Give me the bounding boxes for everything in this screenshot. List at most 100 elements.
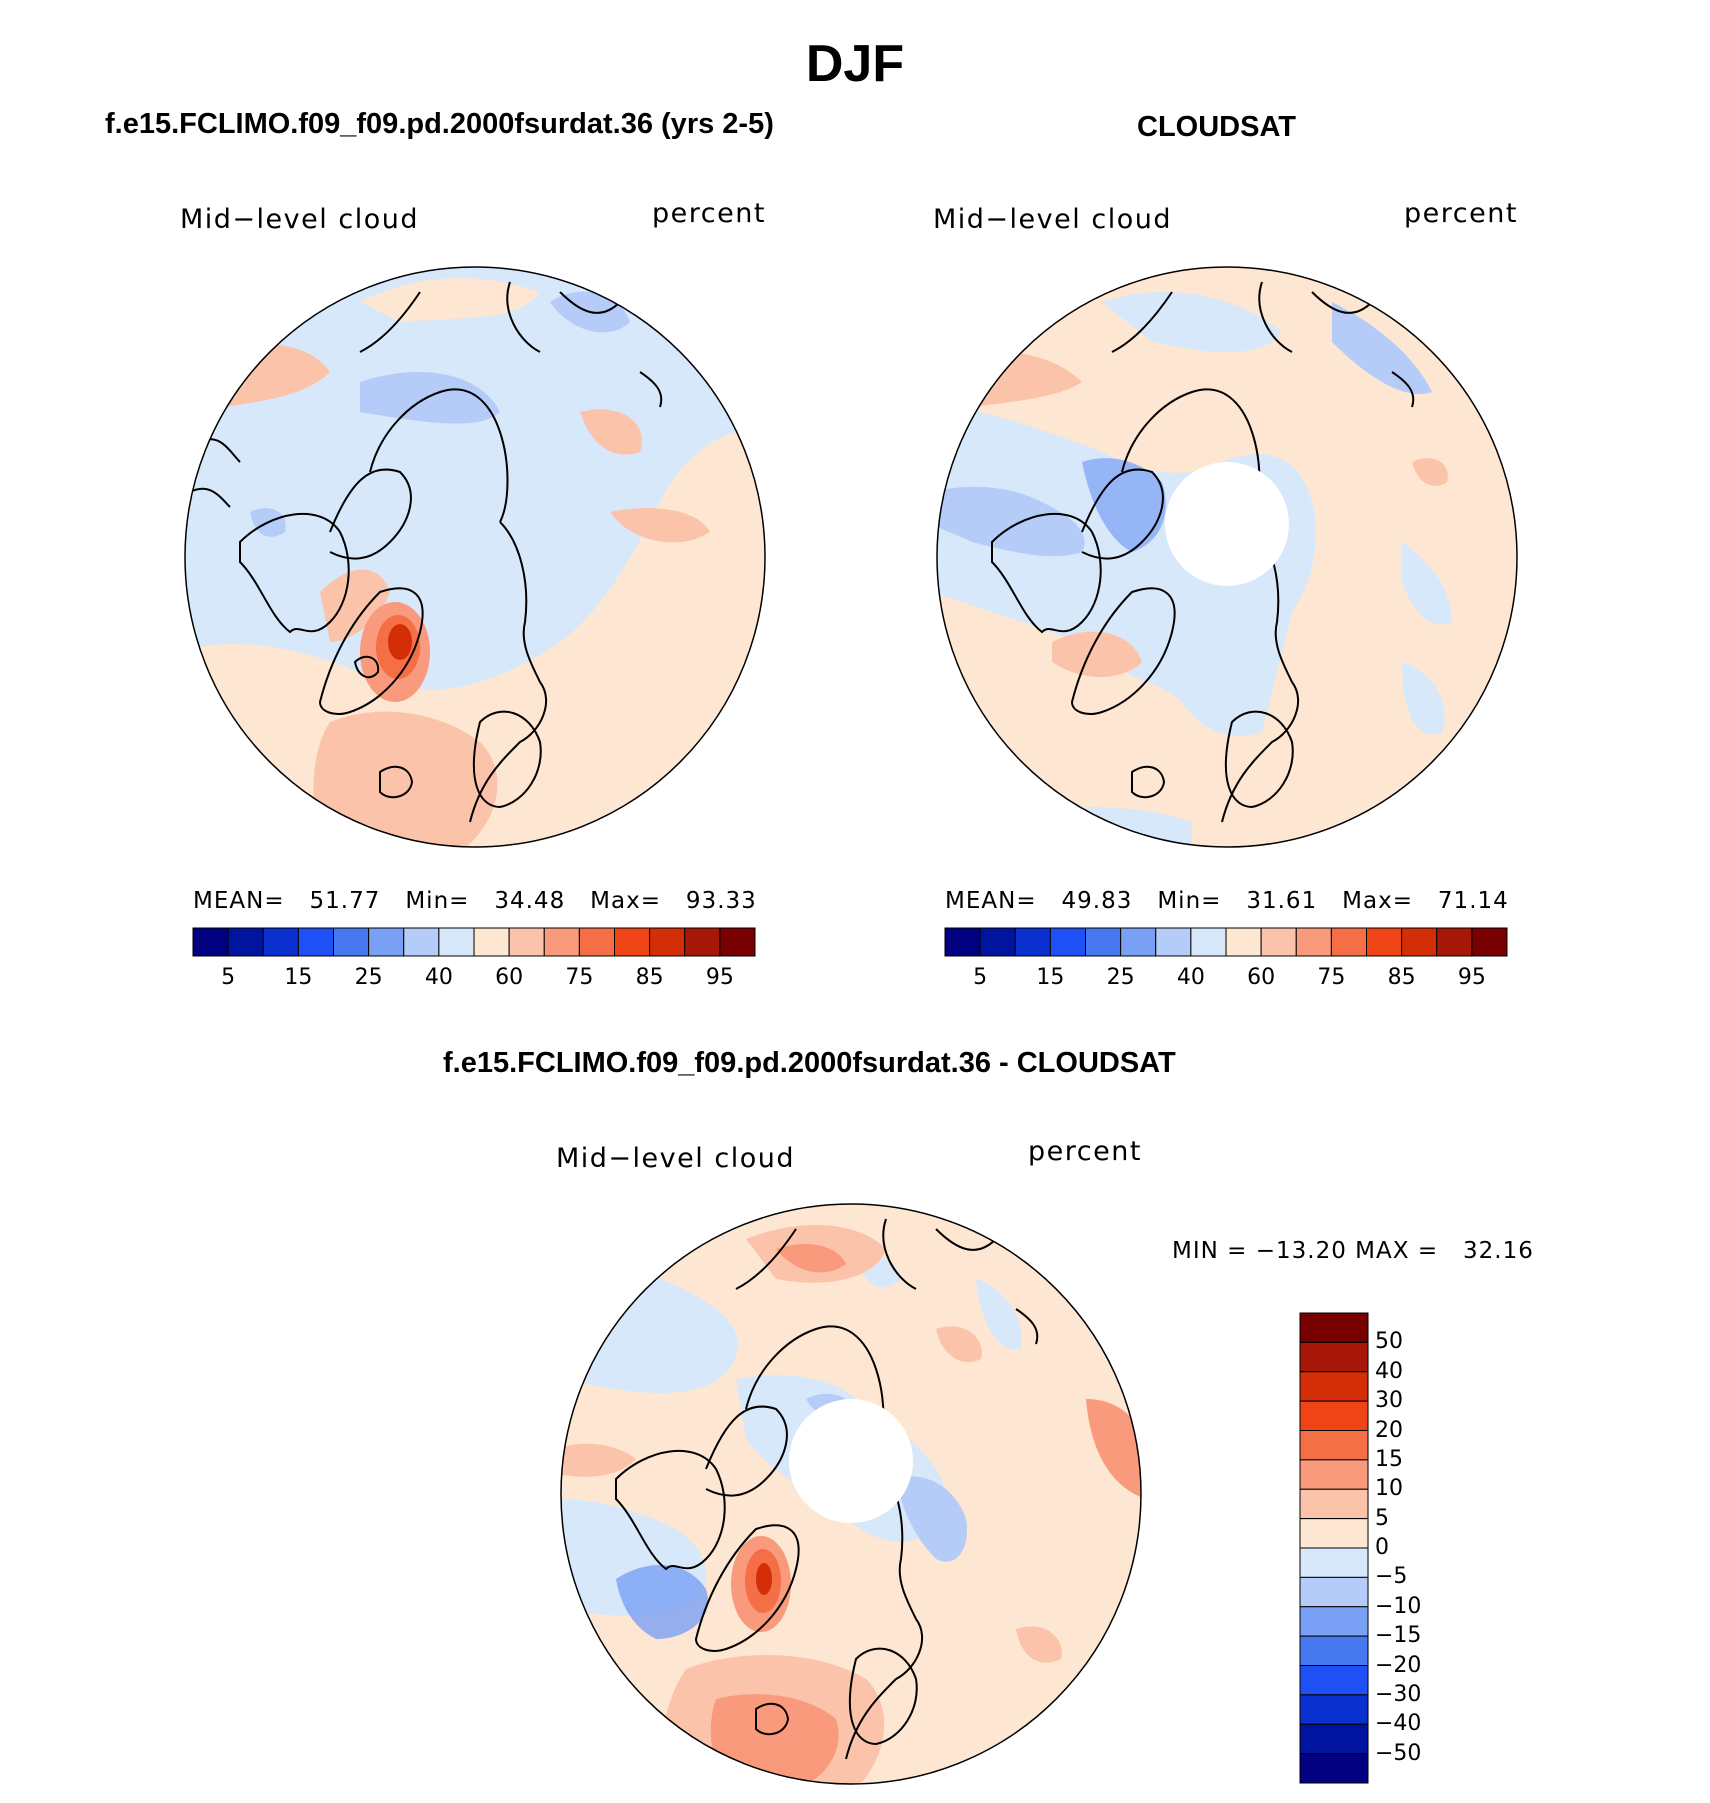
obs-colorbar-swatch: [1330, 927, 1367, 957]
diff-colorbar-swatch: [1299, 1488, 1369, 1520]
obs-mean-value: 49.83: [1061, 888, 1133, 914]
obs-colorbar-label: 85: [1387, 965, 1416, 990]
obs-colorbar-swatch: [1436, 927, 1473, 957]
diff-colorbar-swatch: [1299, 1430, 1369, 1461]
diff-colorbar-swatch: [1299, 1665, 1369, 1696]
model-colorbar-swatch: [438, 927, 475, 957]
obs-colorbar-swatch: [1366, 927, 1403, 957]
model-colorbar-label: 40: [424, 965, 453, 990]
obs-colorbar-swatch: [1155, 927, 1192, 957]
diff-colorbar-label: 15: [1375, 1446, 1403, 1472]
obs-colorbar-swatch: [1014, 927, 1051, 957]
obs-colorbar-label: 25: [1106, 965, 1135, 990]
model-colorbar-swatch: [368, 927, 405, 957]
diff-colorbar-swatch: [1299, 1459, 1369, 1490]
obs-colorbar-label: 40: [1176, 965, 1205, 990]
diff-colorbar-label: −10: [1375, 1593, 1422, 1619]
model-colorbar-swatch: [508, 927, 545, 957]
model-colorbar-swatch: [719, 927, 756, 957]
obs-colorbar-swatch: [979, 927, 1016, 957]
model-variable-label: Mid−level cloud: [180, 204, 419, 235]
model-colorbar-label: 15: [284, 965, 313, 990]
obs-colorbar-label: 95: [1457, 965, 1486, 990]
model-colorbar-swatch: [297, 927, 334, 957]
obs-colorbar-swatch: [1190, 927, 1227, 957]
obs-max-label: Max=: [1342, 888, 1413, 914]
model-colorbar-label: 60: [495, 965, 524, 990]
model-colorbar-label: 25: [354, 965, 383, 990]
model-colorbar-swatch: [262, 927, 299, 957]
obs-colorbar: [944, 927, 1508, 957]
diff-colorbar-label: 10: [1375, 1476, 1403, 1502]
diff-colorbar-swatch: [1299, 1694, 1369, 1725]
diff-colorbar-swatch: [1299, 1635, 1369, 1666]
obs-colorbar-label: 5: [973, 965, 988, 990]
diff-colorbar-label: 5: [1375, 1505, 1389, 1531]
obs-colorbar-swatch: [1225, 927, 1262, 957]
model-polar-map: [184, 266, 766, 848]
model-colorbar-label: 5: [221, 965, 236, 990]
diff-colorbar-label: −30: [1375, 1681, 1422, 1707]
diff-colorbar-label: −20: [1375, 1652, 1422, 1678]
model-colorbar-swatch: [684, 927, 721, 957]
obs-colorbar-swatch: [944, 927, 981, 957]
diff-colorbar-label: −40: [1375, 1711, 1422, 1737]
obs-colorbar-label: 60: [1247, 965, 1276, 990]
obs-colorbar-swatch: [1085, 927, 1122, 957]
obs-colorbar-label: 15: [1036, 965, 1065, 990]
obs-stats: MEAN= 49.83 Min= 31.61 Max= 71.14: [945, 888, 1509, 914]
diff-colorbar-label: 30: [1375, 1388, 1403, 1414]
obs-colorbar-swatch: [1120, 927, 1157, 957]
diff-colorbar-swatch: [1299, 1753, 1369, 1784]
model-colorbar-label: 95: [705, 965, 734, 990]
model-mean-value: 51.77: [309, 888, 381, 914]
diff-min-value: −13.20: [1255, 1238, 1347, 1264]
obs-colorbar-swatch: [1471, 927, 1508, 957]
obs-mean-label: MEAN=: [945, 888, 1037, 914]
diff-colorbar-swatch: [1299, 1341, 1369, 1373]
obs-colorbar-swatch: [1401, 927, 1438, 957]
diff-colorbar-label: 0: [1375, 1535, 1389, 1560]
diff-max-label: MAX =: [1355, 1238, 1439, 1264]
model-colorbar-swatch: [403, 927, 440, 957]
model-colorbar-swatch: [192, 927, 229, 957]
model-mean-label: MEAN=: [193, 888, 285, 914]
model-units-label: percent: [652, 198, 766, 229]
diff-colorbar-label: −50: [1375, 1740, 1422, 1766]
diff-polar-map: [560, 1203, 1142, 1785]
obs-min-label: Min=: [1157, 888, 1222, 914]
diff-colorbar-label: −5: [1375, 1564, 1408, 1590]
model-colorbar-swatch: [543, 927, 580, 957]
model-min-label: Min=: [405, 888, 470, 914]
diff-colorbar-labels: 50 40 30 20 15 10 5 0 −5 −10 −15 −20 −30 −40 −50: [1375, 1313, 1465, 1783]
model-colorbar-swatch: [227, 927, 264, 957]
diff-colorbar: [1299, 1312, 1369, 1784]
diff-min-label: MIN =: [1172, 1238, 1248, 1264]
diff-colorbar-swatch: [1299, 1518, 1369, 1549]
model-colorbar-label: 85: [635, 965, 664, 990]
diff-colorbar-swatch: [1299, 1371, 1369, 1402]
model-stats: MEAN= 51.77 Min= 34.48 Max= 93.33: [193, 888, 757, 914]
obs-variable-label: Mid−level cloud: [933, 204, 1172, 235]
diff-units-label: percent: [1028, 1136, 1142, 1167]
diff-colorbar-label: 50: [1375, 1329, 1403, 1355]
diff-colorbar-label: −15: [1375, 1623, 1422, 1649]
model-colorbar-swatch: [578, 927, 615, 957]
diff-colorbar-swatch: [1299, 1606, 1369, 1637]
diff-colorbar-swatch: [1299, 1400, 1369, 1431]
model-colorbar-swatch: [473, 927, 510, 957]
diff-variable-label: Mid−level cloud: [556, 1143, 795, 1174]
model-max-label: Max=: [590, 888, 661, 914]
model-colorbar-label: 75: [565, 965, 594, 990]
diff-panel-title: f.e15.FCLIMO.f09_f09.pd.2000fsurdat.36 -…: [443, 1047, 1176, 1079]
diff-colorbar-swatch: [1299, 1547, 1369, 1578]
diff-max-value: 32.16: [1463, 1238, 1534, 1264]
model-colorbar-swatch: [333, 927, 370, 957]
obs-colorbar-labels: 5 15 25 40 60 75 85 95: [945, 965, 1507, 995]
model-colorbar-swatch: [614, 927, 651, 957]
model-max-value: 93.33: [685, 888, 757, 914]
model-colorbar: [192, 927, 756, 957]
model-colorbar-swatch: [649, 927, 686, 957]
obs-colorbar-swatch: [1295, 927, 1332, 957]
obs-colorbar-swatch: [1049, 927, 1086, 957]
